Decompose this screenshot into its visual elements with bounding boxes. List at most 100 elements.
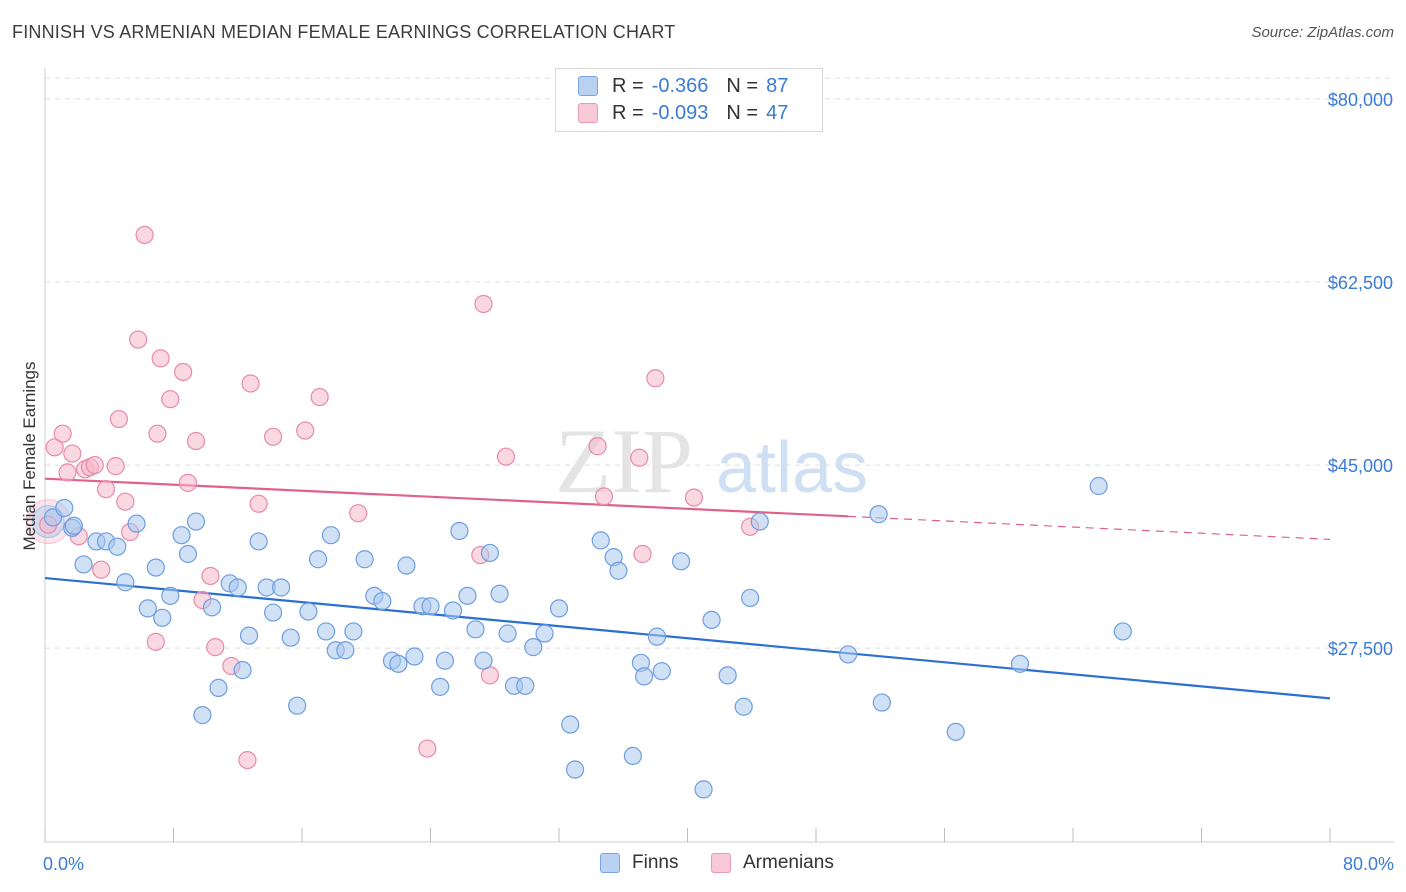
watermark-atlas: atlas: [716, 428, 868, 508]
armenians-swatch: [578, 103, 598, 123]
r-label: R =: [612, 101, 644, 124]
r-value: -0.366: [651, 74, 709, 97]
data-point-finns: [750, 512, 769, 531]
y-tick-label: $62,500: [1328, 273, 1393, 293]
legend-item-finns[interactable]: Finns: [600, 852, 678, 874]
data-point-armenians: [249, 494, 268, 513]
data-point-finns: [344, 622, 363, 641]
data-point-armenians: [296, 421, 315, 440]
data-point-finns: [839, 645, 858, 664]
armenians-trend-extension: [848, 515, 1331, 540]
data-point-armenians: [85, 455, 104, 475]
legend-row-armenians: R = -0.093 N = 47: [578, 101, 788, 125]
data-point-finns: [869, 505, 888, 524]
data-point-finns: [193, 706, 212, 725]
n-value: 47: [766, 101, 789, 124]
data-point-finns: [172, 526, 191, 545]
data-point-finns: [535, 624, 554, 643]
finns-trend-line: [44, 576, 1331, 700]
data-point-finns: [321, 526, 341, 545]
data-point-finns: [946, 722, 965, 741]
data-point-finns: [263, 603, 283, 622]
data-point-finns: [355, 550, 374, 569]
data-point-finns: [431, 677, 450, 696]
axes: [44, 68, 1394, 843]
finns-legend-swatch: [600, 853, 620, 873]
finns-legend-label: Finns: [632, 852, 679, 873]
data-point-finns: [233, 661, 252, 680]
data-point-finns: [389, 654, 408, 673]
data-point-finns: [397, 556, 416, 575]
data-point-finns: [228, 578, 247, 597]
data-point-finns: [647, 627, 667, 646]
data-point-armenians: [135, 225, 154, 245]
data-point-finns: [498, 624, 517, 643]
x-tick-label-max: 80.0%: [1343, 854, 1394, 874]
n-label: N =: [726, 74, 759, 97]
n-label: N =: [726, 101, 759, 124]
data-point-armenians: [206, 638, 225, 657]
armenians-trend-line: [44, 477, 849, 518]
data-point-armenians: [63, 444, 82, 463]
data-point-armenians: [186, 431, 206, 451]
data-point-armenians: [92, 560, 111, 579]
data-point-finns: [623, 746, 642, 766]
y-tick-label: $27,500: [1328, 639, 1393, 659]
data-point-armenians: [178, 473, 198, 492]
data-point-finns: [308, 550, 328, 569]
chart-title: FINNISH VS ARMENIAN MEDIAN FEMALE EARNIN…: [12, 22, 676, 42]
data-point-finns: [146, 558, 165, 577]
data-point-finns: [549, 599, 569, 618]
data-point-armenians: [151, 349, 170, 368]
data-point-finns: [116, 573, 135, 592]
data-point-finns: [178, 544, 198, 564]
legend-item-armenians[interactable]: Armenians: [711, 852, 834, 874]
data-point-finns: [443, 601, 463, 620]
data-point-finns: [561, 715, 580, 734]
data-point-armenians: [109, 409, 128, 429]
data-point-finns: [239, 626, 259, 645]
data-point-armenians: [146, 632, 165, 651]
data-point-finns: [718, 666, 737, 685]
data-point-finns: [466, 620, 485, 639]
data-point-finns: [480, 543, 500, 563]
data-point-finns: [202, 598, 222, 617]
data-point-finns: [127, 514, 146, 533]
data-point-finns: [373, 591, 392, 611]
data-point-finns: [161, 586, 180, 605]
data-point-armenians: [129, 330, 148, 349]
data-point-finns: [153, 608, 172, 627]
grid-lines: [45, 77, 1394, 649]
correlation-legend: R = -0.366 N = 87 R = -0.093 N = 47: [555, 68, 823, 132]
data-point-finns: [734, 697, 753, 716]
data-point-armenians: [96, 480, 116, 499]
data-point-armenians: [45, 438, 64, 457]
data-point-armenians: [148, 424, 167, 443]
x-tick-label-min: 0.0%: [43, 854, 84, 874]
data-point-finns: [450, 521, 469, 541]
armenians-legend-label: Armenians: [743, 852, 834, 873]
data-point-finns: [524, 638, 543, 657]
data-point-finns: [694, 780, 713, 799]
data-point-finns: [609, 561, 628, 580]
data-point-finns: [55, 498, 74, 518]
legend-row-finns: R = -0.366 N = 87: [578, 74, 788, 98]
trend-lines: [44, 477, 1331, 700]
data-point-finns: [316, 622, 336, 641]
watermark-zip: ZIP: [555, 410, 693, 512]
data-point-finns: [435, 651, 455, 670]
y-tick-label: $80,000: [1328, 90, 1393, 110]
data-point-finns: [299, 602, 318, 621]
data-point-finns: [652, 662, 671, 681]
data-point-finns: [421, 597, 440, 616]
data-point-armenians: [496, 447, 516, 466]
source-label: Source: ZipAtlas.com: [1251, 24, 1394, 41]
data-point-armenians: [684, 488, 704, 507]
data-point-finns: [281, 628, 300, 647]
data-point-finns: [74, 555, 93, 574]
data-point-armenians: [349, 504, 368, 523]
data-point-armenians: [174, 362, 193, 382]
data-point-finns: [405, 647, 424, 666]
data-point-armenians: [418, 739, 437, 758]
finns-swatch: [578, 76, 598, 96]
